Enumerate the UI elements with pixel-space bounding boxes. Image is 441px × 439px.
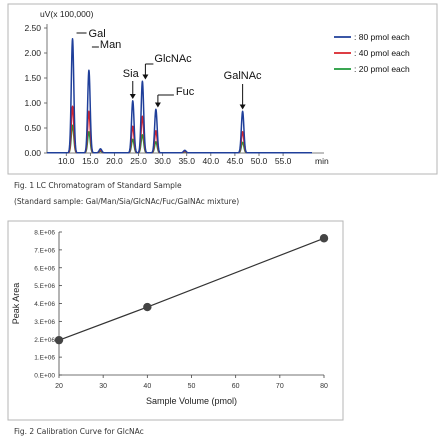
- x-tick-label: 60: [232, 383, 240, 390]
- peak-arrow: [142, 74, 149, 80]
- x-tick-label: 20.0: [106, 156, 123, 166]
- peak-arrow: [129, 94, 136, 99]
- calibration-frame: [7, 220, 344, 421]
- peak-arrow: [239, 104, 246, 110]
- y-tick-label: 2.E+06: [34, 337, 55, 344]
- y-tick-label: 1.50: [24, 73, 41, 83]
- y-tick-label: 4.E+06: [34, 301, 55, 308]
- peak-label: Sia: [123, 68, 140, 80]
- series-line: [46, 38, 313, 154]
- x-tick-label: 10.0: [58, 156, 75, 166]
- y-tick-label: 0.50: [24, 123, 41, 133]
- x-tick-label: 80: [320, 383, 328, 390]
- y-axis-title: Peak Area: [11, 283, 21, 325]
- x-unit-label: min: [315, 156, 329, 166]
- data-point: [143, 302, 152, 312]
- figure1-subcaption: (Standard sample: Gal/Man/Sia/GlcNAc/Fuc…: [14, 197, 240, 206]
- y-tick-label: 2.00: [24, 48, 41, 58]
- x-tick-label: 55.0: [275, 156, 292, 166]
- y-tick-label: 0.00: [24, 148, 41, 158]
- data-point: [54, 335, 64, 345]
- peak-arrow: [154, 102, 161, 108]
- y-tick-label: 3.E+06: [34, 319, 55, 326]
- x-tick-label: 45.0: [227, 156, 244, 166]
- x-tick-label: 50: [188, 383, 196, 390]
- x-tick-label: 40.0: [203, 156, 220, 166]
- x-tick-label: 20: [55, 383, 63, 390]
- peak-label: Fuc: [176, 86, 195, 98]
- y-tick-label: 7.E+06: [34, 247, 55, 254]
- chromatogram-chart: uV(x 100,000) min 0.00 0.50 1.00 1.50 2.00 2.50…: [7, 3, 438, 175]
- peak-label: Gal: [89, 28, 106, 40]
- figure2-caption: Fig. 2 Calibration Curve for GlcNAc: [14, 427, 144, 436]
- x-tick-label: 30.0: [154, 156, 171, 166]
- x-tick-label: 35.0: [178, 156, 195, 166]
- chromatogram-frame: [7, 3, 438, 175]
- peak-label: GalNAc: [224, 70, 262, 82]
- x-tick-label: 15.0: [82, 156, 99, 166]
- y-tick-label: 1.00: [24, 98, 41, 108]
- x-tick-label: 30: [99, 383, 107, 390]
- y-tick-label: 0.E+00: [34, 373, 55, 380]
- x-axis-title: Sample Volume (pmol): [146, 396, 237, 406]
- calibration-chart: 0.E+00 1.E+06 2.E+06 3.E+06 4.E+06 5.E+06 6.E+…: [7, 220, 344, 421]
- legend-label: : 80 pmol each: [354, 32, 410, 42]
- peak-label: Man: [100, 39, 121, 51]
- x-tick-label: 70: [276, 383, 284, 390]
- data-point: [319, 234, 329, 243]
- x-tick-label: 50.0: [251, 156, 268, 166]
- peak-label: GlcNAc: [154, 53, 192, 65]
- y-tick-label: 8.E+06: [34, 230, 55, 237]
- legend-label: : 40 pmol each: [354, 48, 410, 58]
- x-tick-label: 25.0: [130, 156, 147, 166]
- legend-label: : 20 pmol each: [354, 64, 410, 74]
- x-tick-label: 40: [143, 383, 151, 390]
- y-tick-label: 6.E+06: [34, 265, 55, 272]
- y-tick-label: 2.50: [24, 23, 41, 33]
- y-tick-label: 5.E+06: [34, 283, 55, 290]
- figure1-caption: Fig. 1 LC Chromatogram of Standard Sampl…: [14, 181, 182, 190]
- y-unit-label: uV(x 100,000): [40, 9, 94, 19]
- y-tick-label: 1.E+06: [34, 355, 55, 362]
